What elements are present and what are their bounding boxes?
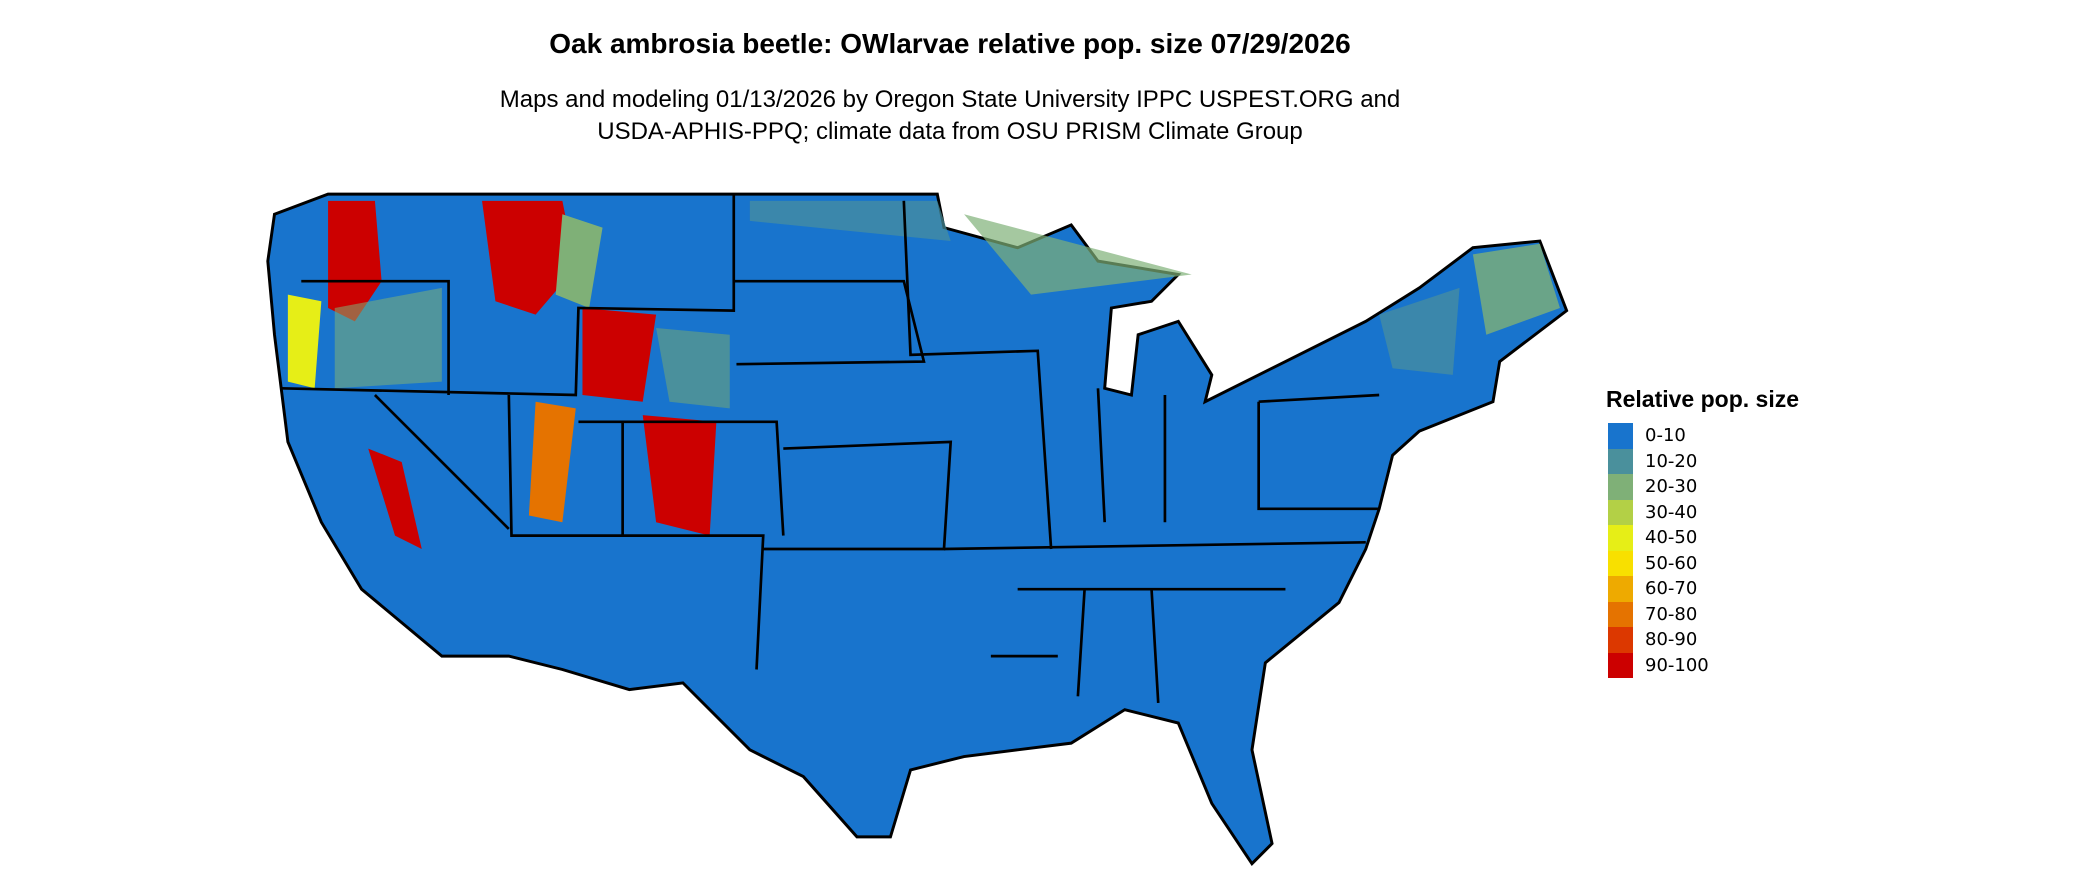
legend-item: 0-10: [1608, 423, 1799, 449]
legend-item: 90-100: [1608, 652, 1799, 678]
legend-label: 60-70: [1645, 578, 1698, 600]
legend-item: 30-40: [1608, 499, 1799, 525]
legend-label: 20-30: [1645, 476, 1698, 498]
state-borders: [281, 194, 1380, 704]
legend-label: 0-10: [1645, 425, 1686, 447]
subtitle-line-1: Maps and modeling 01/13/2026 by Oregon S…: [499, 86, 1401, 113]
legend-label: 50-60: [1645, 552, 1698, 574]
legend-swatch: [1608, 550, 1633, 576]
map-title: Oak ambrosia beetle: OWlarvae relative p…: [549, 28, 1351, 59]
legend-title: Relative pop. size: [1606, 386, 1800, 412]
high-population-areas: [287, 200, 1560, 549]
legend-swatch: [1608, 525, 1633, 551]
legend-item: 70-80: [1608, 601, 1799, 627]
legend-label: 80-90: [1645, 629, 1698, 651]
legend-swatch: [1608, 576, 1633, 602]
legend-swatch: [1608, 601, 1633, 627]
legend-swatch: [1608, 423, 1633, 449]
map-subtitle: Maps and modeling 01/13/2026 by Oregon S…: [0, 84, 1900, 148]
legend-item: 80-90: [1608, 627, 1799, 653]
legend-item: 10-20: [1608, 448, 1799, 474]
legend-swatch: [1608, 499, 1633, 525]
legend-label: 70-80: [1645, 603, 1698, 625]
legend-item: 20-30: [1608, 474, 1799, 500]
legend-label: 30-40: [1645, 501, 1698, 523]
legend-label: 90-100: [1645, 654, 1709, 676]
legend-swatch: [1608, 474, 1633, 500]
conus-outline: [266, 192, 1569, 866]
legend-label: 10-20: [1645, 450, 1698, 472]
subtitle-line-2: USDA-APHIS-PPQ; climate data from OSU PR…: [597, 118, 1303, 145]
legend-swatch: [1608, 652, 1633, 678]
legend-swatch: [1608, 627, 1633, 653]
legend-swatch: [1608, 448, 1633, 474]
legend: Relative pop. size 0-10 10-20 20-30 30-40 40…: [1606, 386, 1800, 678]
legend-item: 40-50: [1608, 525, 1799, 551]
legend-item: 60-70: [1608, 576, 1799, 602]
legend-label: 40-50: [1645, 527, 1698, 549]
legend-item: 50-60: [1608, 550, 1799, 576]
